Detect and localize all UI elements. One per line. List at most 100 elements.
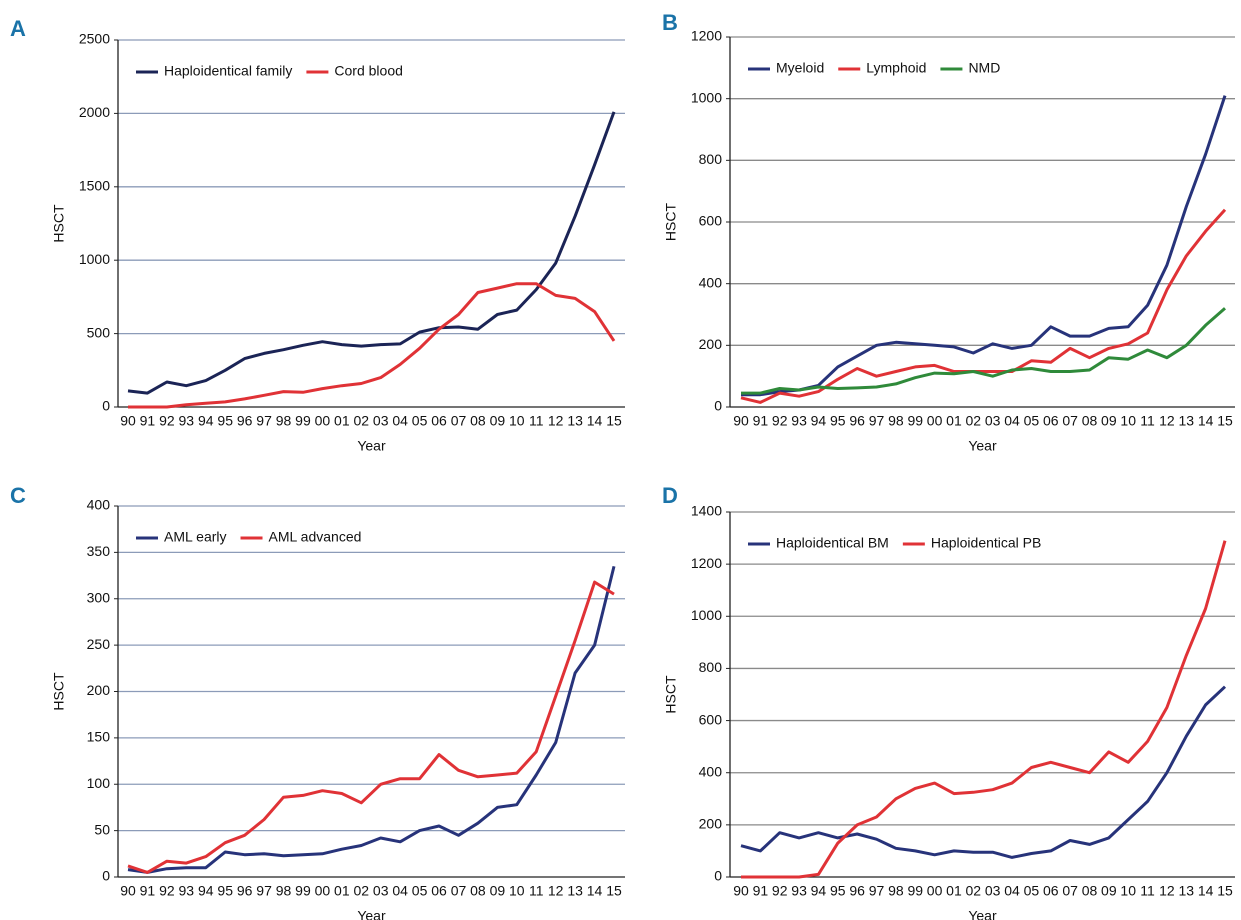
legend-label: NMD	[968, 60, 1000, 76]
x-tick-label: 97	[869, 413, 885, 429]
x-tick-label: 05	[1024, 883, 1040, 899]
x-tick-label: 02	[966, 883, 982, 899]
panel-label: A	[10, 16, 26, 41]
x-tick-label: 91	[140, 883, 156, 899]
y-tick-label: 50	[94, 821, 110, 837]
x-tick-label: 01	[946, 413, 962, 429]
x-tick-label: 93	[791, 413, 807, 429]
x-tick-label: 15	[606, 883, 622, 899]
x-tick-label: 08	[1082, 883, 1098, 899]
x-tick-label: 94	[811, 883, 827, 899]
legend-label: Cord blood	[334, 63, 403, 79]
x-tick-label: 93	[179, 883, 195, 899]
x-tick-label: 92	[159, 413, 175, 429]
x-tick-label: 95	[830, 883, 846, 899]
x-tick-label: 15	[606, 413, 622, 429]
x-tick-label: 14	[587, 413, 603, 429]
y-tick-label: 600	[699, 213, 723, 229]
x-tick-label: 14	[1198, 413, 1214, 429]
x-tick-label: 00	[315, 883, 331, 899]
x-tick-label: 06	[431, 413, 447, 429]
x-tick-label: 05	[412, 413, 428, 429]
x-tick-label: 96	[237, 883, 253, 899]
x-tick-label: 00	[927, 883, 943, 899]
legend-label: Haploidentical PB	[931, 535, 1042, 551]
x-tick-label: 91	[753, 883, 769, 899]
x-tick-label: 04	[1004, 413, 1020, 429]
y-tick-label: 400	[699, 763, 723, 779]
y-tick-label: 1200	[691, 555, 722, 571]
x-tick-label: 93	[791, 883, 807, 899]
x-tick-label: 07	[451, 413, 467, 429]
x-tick-label: 03	[373, 883, 389, 899]
x-tick-label: 09	[1101, 883, 1117, 899]
x-tick-label: 00	[315, 413, 331, 429]
x-tick-label: 92	[159, 883, 175, 899]
y-tick-label: 0	[102, 398, 110, 414]
legend-label: Myeloid	[776, 60, 824, 76]
y-tick-label: 1400	[691, 503, 722, 519]
x-tick-label: 15	[1217, 413, 1233, 429]
x-tick-label: 95	[830, 413, 846, 429]
x-tick-label: 97	[869, 883, 885, 899]
x-tick-label: 13	[1178, 883, 1194, 899]
x-tick-label: 90	[733, 883, 749, 899]
y-tick-label: 250	[87, 636, 111, 652]
x-tick-label: 10	[509, 413, 525, 429]
y-tick-label: 100	[87, 775, 111, 791]
x-tick-label: 98	[276, 413, 292, 429]
y-tick-label: 1200	[691, 28, 722, 44]
series-line	[128, 282, 616, 409]
y-tick-label: 150	[87, 729, 111, 745]
x-tick-label: 01	[946, 883, 962, 899]
y-axis-label: HSCT	[51, 204, 67, 243]
x-tick-label: 08	[470, 883, 486, 899]
panel-label: C	[10, 483, 26, 508]
y-axis-label: HSCT	[663, 203, 679, 242]
x-tick-label: 96	[237, 413, 253, 429]
y-tick-label: 2500	[79, 31, 110, 47]
x-tick-label: 96	[849, 413, 865, 429]
x-tick-label: 00	[927, 413, 943, 429]
x-tick-label: 92	[772, 883, 788, 899]
y-tick-label: 1000	[691, 89, 722, 105]
x-tick-label: 14	[1198, 883, 1214, 899]
x-tick-label: 15	[1217, 883, 1233, 899]
x-tick-label: 92	[772, 413, 788, 429]
x-tick-label: 05	[412, 883, 428, 899]
y-axis-label: HSCT	[51, 672, 67, 711]
series-line	[741, 307, 1226, 395]
x-tick-label: 90	[120, 413, 136, 429]
x-tick-label: 03	[373, 413, 389, 429]
y-axis-label: HSCT	[663, 675, 679, 714]
y-tick-label: 800	[699, 151, 723, 167]
x-tick-label: 98	[276, 883, 292, 899]
x-axis-label: Year	[357, 438, 386, 454]
x-tick-label: 10	[509, 883, 525, 899]
x-tick-label: 08	[470, 413, 486, 429]
x-axis-label: Year	[968, 908, 997, 920]
y-tick-label: 0	[102, 868, 110, 884]
x-tick-label: 97	[256, 413, 272, 429]
x-tick-label: 14	[587, 883, 603, 899]
x-tick-label: 13	[567, 883, 583, 899]
y-tick-label: 400	[699, 274, 723, 290]
x-tick-label: 06	[1043, 413, 1059, 429]
x-tick-label: 93	[179, 413, 195, 429]
y-tick-label: 350	[87, 543, 111, 559]
x-tick-label: 11	[529, 413, 544, 429]
x-tick-label: 03	[985, 883, 1001, 899]
x-tick-label: 08	[1082, 413, 1098, 429]
x-tick-label: 04	[392, 883, 408, 899]
x-tick-label: 96	[849, 883, 865, 899]
legend-label: AML advanced	[269, 529, 362, 545]
y-tick-label: 0	[714, 868, 722, 884]
x-tick-label: 01	[334, 413, 350, 429]
series-line	[127, 111, 616, 395]
x-tick-label: 09	[1101, 413, 1117, 429]
x-tick-label: 91	[753, 413, 769, 429]
x-axis-label: Year	[968, 438, 997, 454]
x-tick-label: 07	[1062, 883, 1078, 899]
y-tick-label: 400	[87, 497, 111, 513]
x-tick-label: 05	[1024, 413, 1040, 429]
